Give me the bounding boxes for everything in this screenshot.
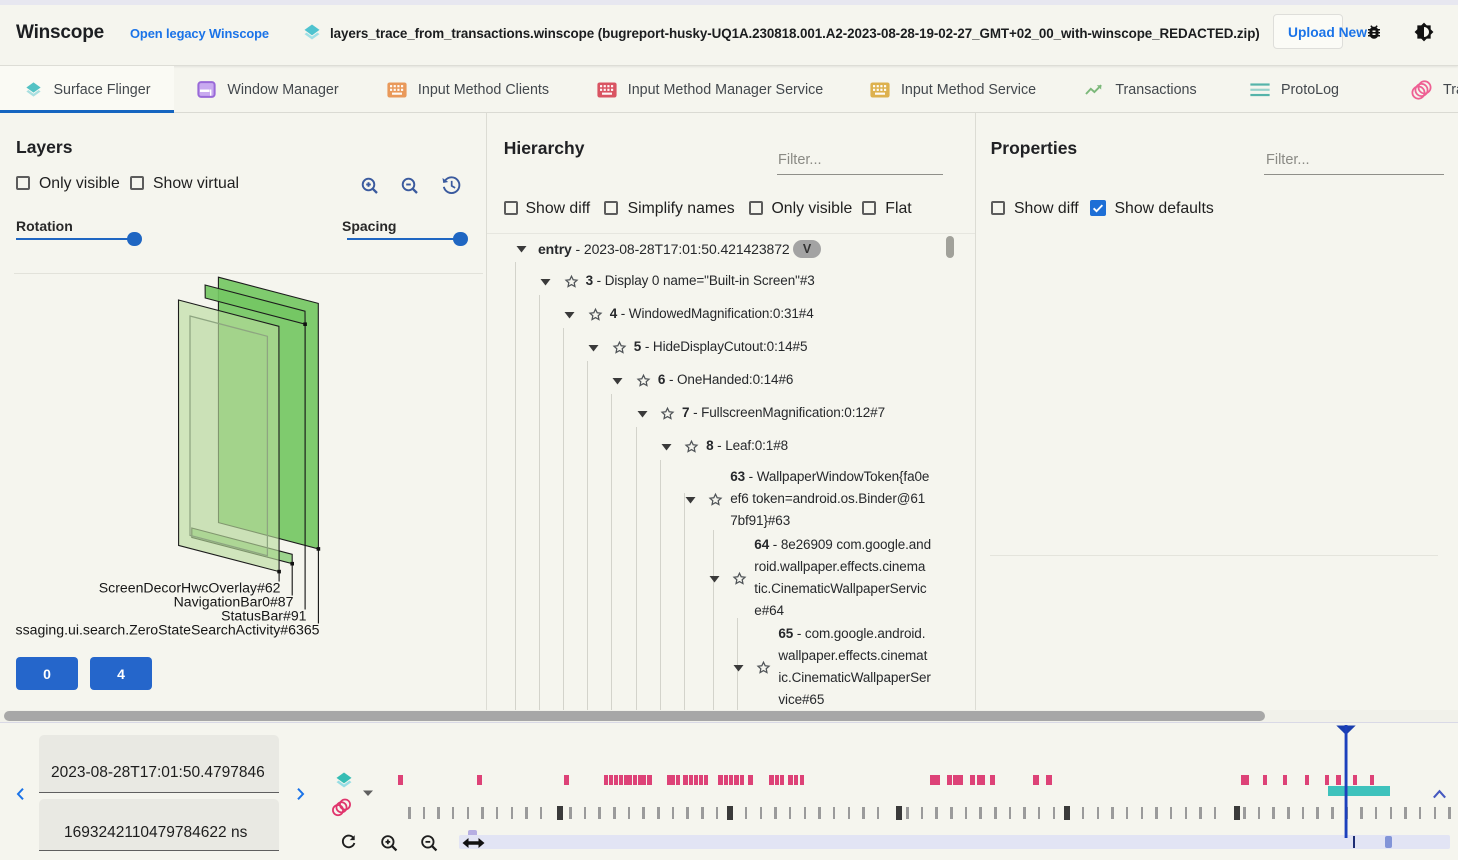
- svg-text:StatusBar#91: StatusBar#91: [221, 608, 307, 624]
- svg-text:ssaging.ui.search.ZeroStateSea: ssaging.ui.search.ZeroStateSearchActivit…: [16, 622, 320, 638]
- svg-text:ScreenDecorHwcOverlay#62: ScreenDecorHwcOverlay#62: [99, 580, 281, 596]
- svg-text:NavigationBar0#87: NavigationBar0#87: [174, 594, 294, 610]
